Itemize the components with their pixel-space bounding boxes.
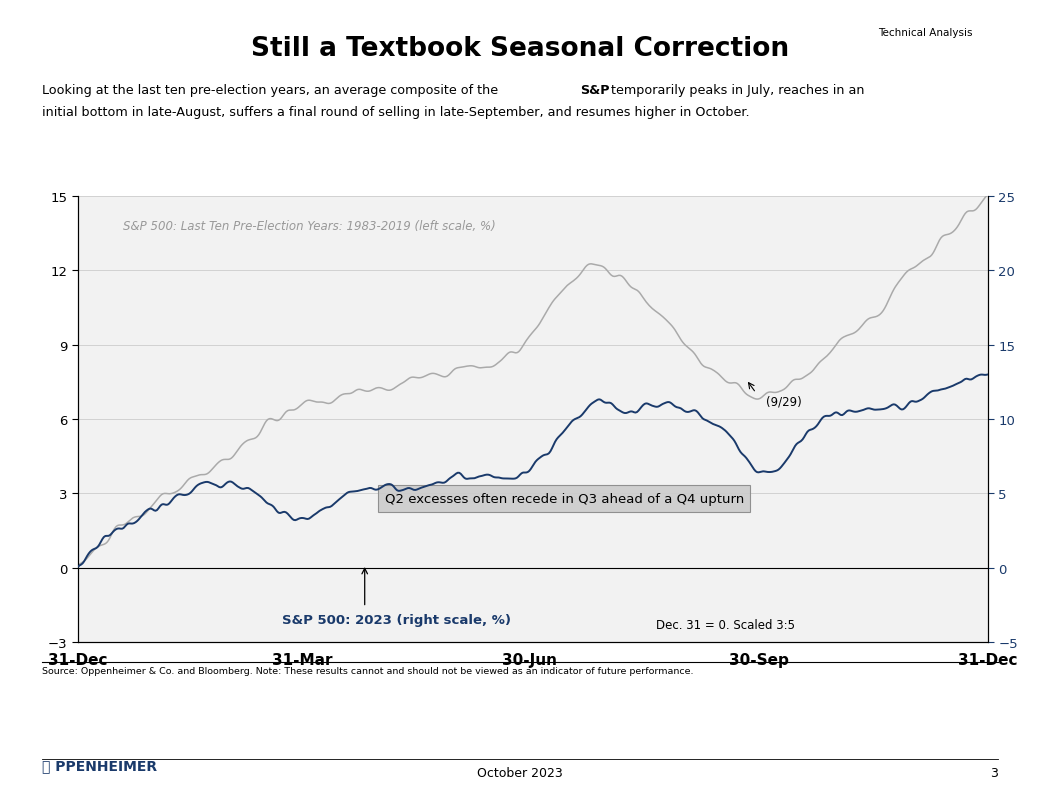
Text: Q2 excesses often recede in Q3 ahead of a Q4 upturn: Q2 excesses often recede in Q3 ahead of …: [385, 492, 744, 505]
Text: initial bottom in late-August, suffers a final round of selling in late-Septembe: initial bottom in late-August, suffers a…: [42, 106, 749, 119]
Text: temporarily peaks in July, reaches in an: temporarily peaks in July, reaches in an: [607, 84, 865, 97]
Text: October 2023: October 2023: [477, 766, 563, 779]
Text: Source: Oppenheimer & Co. and Bloomberg. Note: These results cannot and should n: Source: Oppenheimer & Co. and Bloomberg.…: [42, 666, 693, 675]
Text: Dec. 31 = 0. Scaled 3:5: Dec. 31 = 0. Scaled 3:5: [656, 618, 796, 632]
Text: S&P: S&P: [580, 84, 609, 97]
Text: Looking at the last ten pre-election years, an average composite of the: Looking at the last ten pre-election yea…: [42, 84, 501, 97]
Text: Still a Textbook Seasonal Correction: Still a Textbook Seasonal Correction: [251, 36, 789, 62]
Text: S&P 500: 2023 (right scale, %): S&P 500: 2023 (right scale, %): [283, 613, 512, 626]
Text: (9/29): (9/29): [766, 395, 802, 408]
Text: 3: 3: [990, 766, 998, 779]
Text: S&P 500: Last Ten Pre-Election Years: 1983-2019 (left scale, %): S&P 500: Last Ten Pre-Election Years: 19…: [123, 220, 496, 233]
Text: Technical Analysis: Technical Analysis: [878, 28, 972, 38]
Text: ⓞ PPENHEIMER: ⓞ PPENHEIMER: [42, 759, 157, 772]
